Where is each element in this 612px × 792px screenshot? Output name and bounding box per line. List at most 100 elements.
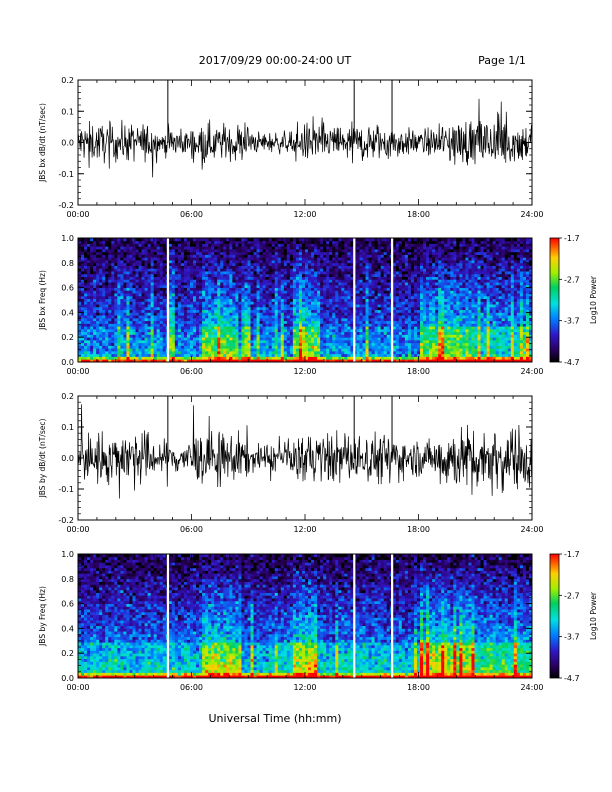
spectrogram-cell bbox=[395, 298, 400, 302]
spectrogram-cell bbox=[196, 260, 200, 264]
spectrogram-cell bbox=[314, 240, 318, 244]
spectrogram-cell bbox=[180, 273, 185, 277]
spectrogram-cell bbox=[398, 249, 403, 253]
spectrogram-cell bbox=[102, 350, 106, 355]
spectrogram-cell bbox=[305, 342, 309, 346]
spectrogram-cell bbox=[177, 348, 182, 352]
spectrogram-cell bbox=[214, 328, 218, 333]
spectrogram-cell bbox=[156, 334, 161, 338]
spectrogram-cell bbox=[111, 295, 115, 300]
spectrogram-cell bbox=[90, 326, 94, 330]
spectrogram-cell bbox=[141, 290, 145, 294]
spectrogram-cell bbox=[199, 240, 203, 244]
spectrogram-cell bbox=[247, 282, 251, 286]
spectrogram-cell bbox=[395, 345, 400, 349]
spectrogram-cell bbox=[183, 295, 188, 300]
spectrogram-cell bbox=[347, 331, 351, 335]
spectrogram-cell bbox=[305, 337, 309, 341]
spectrogram-cell bbox=[202, 359, 206, 363]
spectrogram-cell bbox=[311, 254, 315, 258]
spectrogram-cell bbox=[265, 298, 270, 302]
spectrogram-cell bbox=[368, 287, 372, 291]
spectrogram-cell bbox=[81, 293, 85, 297]
spectrogram-cell bbox=[189, 312, 194, 316]
spectrogram-cell bbox=[196, 271, 200, 275]
spectrogram-cell bbox=[374, 350, 379, 355]
spectrogram-cell bbox=[404, 350, 409, 355]
spectrogram-cell bbox=[247, 246, 251, 250]
spectrogram-cell bbox=[256, 257, 260, 261]
spectrogram-cell bbox=[138, 326, 142, 330]
spectrogram-cell bbox=[395, 315, 400, 319]
spectrogram-cell bbox=[217, 279, 221, 283]
spectrogram-cell bbox=[217, 246, 221, 250]
spectrogram-cell bbox=[229, 271, 233, 275]
spectrogram-cell bbox=[217, 350, 221, 355]
spectrogram-cell bbox=[162, 304, 167, 308]
spectrogram-cell bbox=[301, 326, 306, 330]
spectrogram-cell bbox=[129, 356, 133, 360]
spectrogram-cell bbox=[180, 317, 185, 322]
spectrogram-cell bbox=[93, 328, 97, 333]
spectrogram-cell bbox=[347, 328, 351, 333]
spectrogram-cell bbox=[174, 298, 179, 302]
spectrogram-cell bbox=[247, 317, 251, 322]
spectrogram-cell bbox=[193, 279, 197, 283]
spectrogram-cell bbox=[238, 353, 242, 357]
spectrogram-cell bbox=[214, 276, 218, 280]
spectrogram-cell bbox=[199, 251, 203, 255]
spectrogram-cell bbox=[386, 268, 391, 272]
spectrogram-cell bbox=[211, 315, 215, 319]
spectrogram-cell bbox=[208, 254, 212, 258]
spectrogram-cell bbox=[350, 309, 354, 313]
spectrogram-cell bbox=[96, 298, 100, 302]
spectrogram-cell bbox=[90, 290, 94, 294]
spectrogram-cell bbox=[247, 279, 251, 283]
spectrogram-cell bbox=[81, 249, 85, 253]
spectrogram-cell bbox=[365, 350, 369, 355]
spectrogram-cell bbox=[371, 306, 376, 311]
spectrogram-cell bbox=[193, 309, 197, 313]
spectrogram-cell bbox=[395, 323, 400, 327]
spectrogram-cell bbox=[199, 312, 203, 316]
spectrogram-cell bbox=[259, 356, 264, 360]
spectrogram-cell bbox=[105, 273, 109, 277]
spectrogram-cell bbox=[283, 298, 288, 302]
spectrogram-cell bbox=[289, 331, 294, 335]
spectrogram-cell bbox=[295, 306, 300, 311]
spectrogram-cell bbox=[314, 301, 318, 305]
spectrogram-cell bbox=[259, 246, 264, 250]
spectrogram-cell bbox=[199, 326, 203, 330]
spectrogram-cell bbox=[359, 304, 363, 308]
spectrogram-cell bbox=[156, 328, 161, 333]
spectrogram-cell bbox=[359, 326, 363, 330]
spectrogram-cell bbox=[147, 249, 152, 253]
spectrogram-cell bbox=[120, 279, 124, 283]
spectrogram-cell bbox=[244, 342, 248, 346]
spectrogram-cell bbox=[132, 337, 136, 341]
spectrogram-cell bbox=[374, 273, 379, 277]
spectrogram-cell bbox=[193, 298, 197, 302]
spectrogram-cell bbox=[108, 249, 112, 253]
spectrogram-cell bbox=[244, 271, 248, 275]
spectrogram-cell bbox=[244, 315, 248, 319]
spectrogram-cell bbox=[205, 348, 209, 352]
spectrogram-cell bbox=[268, 243, 273, 247]
spectrogram-cell bbox=[317, 290, 321, 294]
spectrogram-cell bbox=[159, 348, 164, 352]
spectrogram-cell bbox=[120, 254, 124, 258]
spectrogram-cell bbox=[235, 309, 239, 313]
spectrogram-cell bbox=[401, 298, 406, 302]
spectrogram-cell bbox=[356, 282, 360, 286]
spectrogram-cell bbox=[395, 326, 400, 330]
spectrogram-cell bbox=[208, 331, 212, 335]
spectrogram-cell bbox=[238, 271, 242, 275]
spectrogram-cell bbox=[93, 309, 97, 313]
spectrogram-cell bbox=[211, 268, 215, 272]
spectrogram-cell bbox=[268, 328, 273, 333]
spectrogram-cell bbox=[368, 262, 372, 266]
spectrogram-cell bbox=[329, 339, 333, 344]
spectrogram-cell bbox=[314, 251, 318, 255]
spectrogram-cell bbox=[362, 337, 366, 341]
spectrogram-cell bbox=[308, 312, 312, 316]
